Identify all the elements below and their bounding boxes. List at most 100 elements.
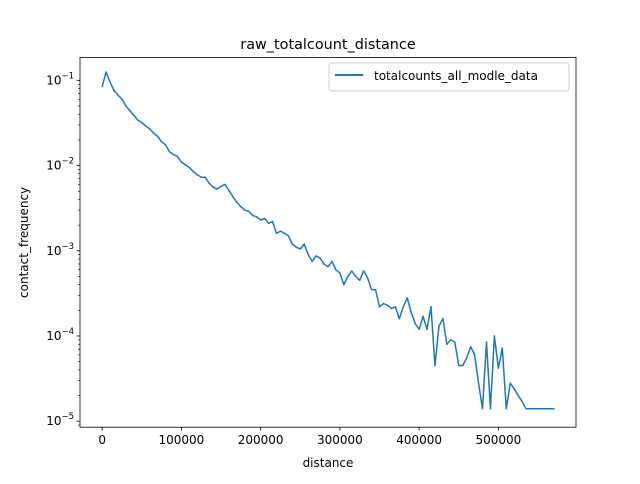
data-point	[113, 89, 115, 92]
data-point	[303, 243, 305, 245]
data-point	[430, 306, 432, 308]
data-point	[418, 328, 420, 330]
data-point	[240, 205, 242, 208]
y-tick-label: 10−2	[46, 157, 74, 173]
data-point	[469, 345, 472, 348]
data-point	[517, 394, 519, 397]
data-point	[354, 275, 357, 278]
data-point	[347, 275, 349, 278]
data-point	[351, 270, 353, 272]
legend: totalcounts_all_modle_data	[328, 62, 570, 92]
data-point	[117, 94, 119, 96]
data-point	[287, 235, 290, 237]
data-point	[315, 255, 317, 257]
data-point	[438, 325, 440, 328]
data-point	[160, 141, 163, 143]
data-point	[105, 71, 107, 73]
data-point	[414, 322, 416, 325]
data-point	[295, 246, 298, 248]
data-point	[267, 222, 270, 225]
y-tick-label: 10−4	[46, 327, 74, 343]
data-point	[196, 174, 199, 176]
data-point	[481, 407, 484, 410]
data-point	[485, 341, 488, 343]
data-point	[366, 277, 369, 279]
plot-frame	[79, 57, 577, 428]
data-point	[398, 317, 401, 320]
data-point	[335, 268, 337, 271]
data-point	[236, 201, 238, 204]
data-point	[497, 367, 500, 369]
data-point	[275, 232, 278, 235]
data-point	[386, 304, 389, 306]
data-point	[188, 166, 191, 169]
data-point	[228, 189, 230, 192]
data-point	[382, 302, 385, 305]
data-point	[410, 311, 412, 313]
data-point	[525, 407, 527, 410]
data-point	[370, 288, 373, 291]
data-point	[339, 272, 341, 274]
data-point	[271, 220, 274, 223]
data-point	[216, 188, 218, 190]
data-point	[513, 388, 515, 390]
data-point	[152, 132, 155, 134]
x-tick-label: 200000	[238, 433, 284, 447]
data-point	[331, 260, 333, 263]
data-point	[137, 119, 139, 122]
data-point	[141, 121, 143, 124]
data-point	[283, 232, 286, 235]
data-point	[319, 257, 321, 259]
x-axis-ticks: 0 100000 200000 300000 400000 500000	[98, 427, 521, 447]
data-point	[473, 354, 476, 356]
data-point	[224, 183, 226, 186]
data-point	[390, 307, 393, 310]
data-point	[465, 357, 468, 359]
data-point	[374, 288, 377, 291]
data-point	[553, 407, 555, 410]
data-point	[446, 343, 448, 345]
data-point	[121, 98, 123, 101]
data-point	[549, 407, 551, 410]
data-point	[291, 243, 294, 245]
data-point	[402, 306, 405, 308]
data-point	[129, 109, 131, 112]
x-tick-label: 400000	[396, 433, 442, 447]
data-point	[299, 248, 302, 250]
data-point	[145, 125, 147, 127]
data-point	[343, 283, 345, 286]
data-point	[212, 186, 214, 188]
legend-box	[328, 62, 570, 92]
data-point	[244, 209, 246, 211]
data-point	[200, 176, 202, 178]
data-point	[133, 114, 135, 116]
data-point	[537, 407, 539, 410]
data-point	[156, 135, 159, 138]
data-point	[251, 214, 254, 217]
data-point	[307, 253, 309, 256]
y-tick-label: 10−5	[46, 412, 74, 428]
data-point	[172, 153, 175, 156]
data-point	[168, 151, 171, 153]
data-point	[541, 407, 543, 410]
data-point	[255, 216, 258, 218]
data-point	[442, 317, 444, 320]
series-layer	[101, 71, 555, 410]
data-point	[457, 364, 460, 367]
y-tick-label: 10−1	[46, 71, 74, 87]
data-point	[489, 407, 492, 410]
data-point	[148, 128, 151, 130]
data-point	[378, 306, 381, 308]
data-point	[501, 347, 504, 349]
data-point	[164, 144, 167, 146]
data-point	[362, 270, 365, 272]
data-point	[259, 219, 262, 221]
data-point	[263, 217, 266, 220]
data-point	[477, 382, 480, 384]
data-point	[545, 407, 547, 410]
data-point	[406, 297, 408, 299]
y-tick-label: 10−3	[46, 242, 74, 258]
data-point	[208, 182, 210, 185]
